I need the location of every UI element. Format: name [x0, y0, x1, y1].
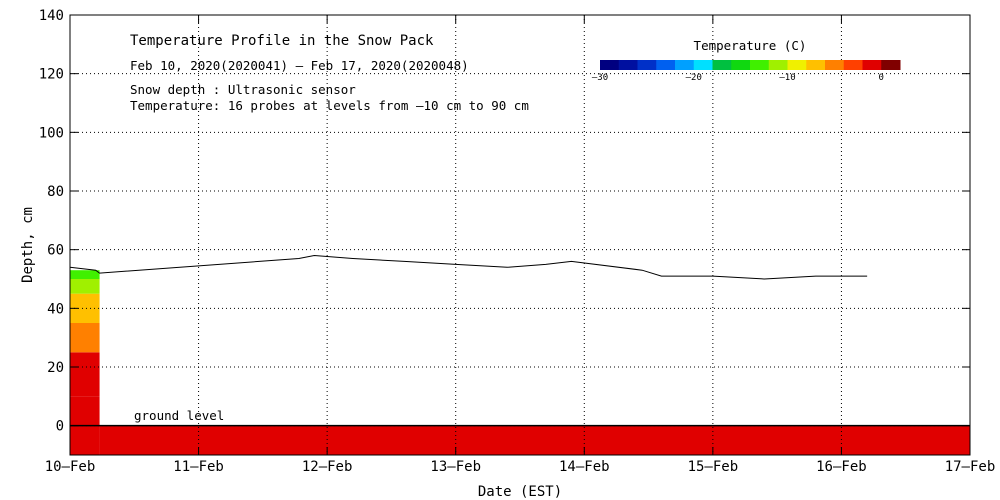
y-tick-label: 120 — [39, 67, 64, 83]
colorbar-swatch — [750, 60, 770, 70]
temperature-cell-3 — [70, 323, 100, 353]
colorbar-tick-label: –20 — [686, 73, 702, 83]
colorbar-tick-label: 0 — [879, 73, 884, 83]
note-snow-depth: Snow depth : Ultrasonic sensor — [130, 82, 356, 97]
x-tick-label: 14–Feb — [559, 459, 610, 475]
plot-frame — [69, 14, 971, 456]
temperature-cell-6 — [70, 270, 100, 279]
colorbar-swatch — [618, 60, 638, 70]
y-tick-label: 60 — [47, 243, 64, 259]
colorbar-swatch — [843, 60, 863, 70]
colorbar-tick-label: –30 — [592, 73, 608, 83]
colorbar-swatch — [825, 60, 845, 70]
colorbar-tick-label: –10 — [779, 73, 795, 83]
x-tick-label: 12–Feb — [302, 459, 353, 475]
y-tick-label: 80 — [47, 184, 64, 200]
x-tick-label: 15–Feb — [688, 459, 739, 475]
colorbar-swatch — [731, 60, 751, 70]
temperature-cell-5 — [70, 279, 100, 294]
x-tick-label: 11–Feb — [173, 459, 224, 475]
x-tick-label: 16–Feb — [816, 459, 867, 475]
colorbar-swatch — [712, 60, 732, 70]
temperature-colorbar: –30 –20 –10 0 — [592, 60, 901, 83]
ground-level-label: ground level — [134, 408, 224, 423]
x-axis-title: Date (EST) — [478, 484, 562, 500]
chart-subtitle: Feb 10, 2020(2020041) – Feb 17, 2020(202… — [130, 58, 469, 73]
colorbar-swatch — [675, 60, 695, 70]
colorbar-title: Temperature (C) — [694, 38, 807, 53]
y-tick-label: 100 — [39, 125, 64, 141]
axis-ticks: 10–Feb 11–Feb 12–Feb 13–Feb 14–Feb 15–Feb 16–F… — [39, 8, 996, 475]
y-tick-label: 20 — [47, 360, 64, 376]
x-tick-label: 10–Feb — [45, 459, 96, 475]
colorbar-swatch — [787, 60, 807, 70]
colorbar-swatch — [656, 60, 676, 70]
colorbar-swatch — [600, 60, 620, 70]
temperature-cell-7 — [99, 425, 971, 455]
note-temperature: Temperature: 16 probes at levels from –1… — [130, 98, 529, 113]
x-tick-label: 17–Feb — [945, 459, 996, 475]
temperature-cell-1 — [70, 396, 100, 426]
snow-depth-polyline — [69, 255, 868, 280]
y-axis-title: Depth, cm — [20, 207, 36, 283]
colorbar-swatch — [862, 60, 882, 70]
y-tick-label: 140 — [39, 8, 64, 24]
grid — [70, 15, 970, 455]
colorbar-swatch — [768, 60, 788, 70]
plot-area — [70, 270, 971, 455]
colorbar-swatch — [637, 60, 657, 70]
temperature-cell-2 — [70, 352, 100, 397]
colorbar-swatch — [693, 60, 713, 70]
y-tick-label: 0 — [56, 419, 64, 435]
colorbar-swatch — [881, 60, 901, 70]
x-tick-label: 13–Feb — [430, 459, 481, 475]
colorbar-swatch — [806, 60, 826, 70]
snow-depth-line — [69, 255, 868, 280]
chart-title: Temperature Profile in the Snow Pack — [130, 33, 434, 49]
y-tick-label: 40 — [47, 301, 64, 317]
temperature-cell-0 — [70, 425, 100, 455]
